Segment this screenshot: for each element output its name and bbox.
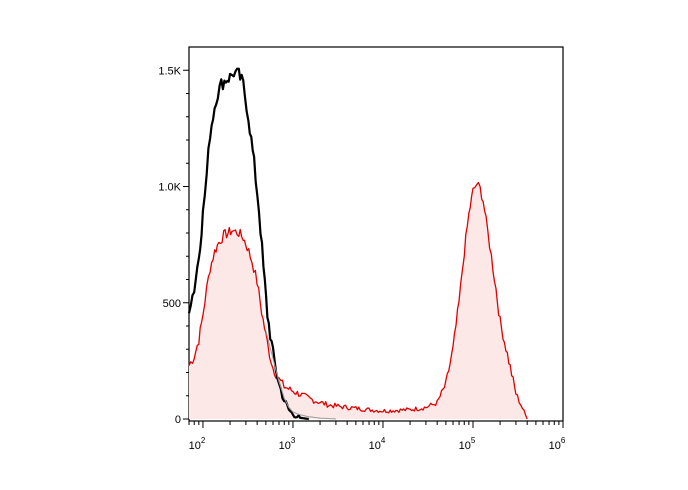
- series-2-line: [265, 330, 336, 420]
- x-tick-label: 103: [279, 436, 296, 452]
- x-tick-label: 106: [549, 436, 566, 452]
- x-axis: 102 103 104 105 106: [188, 421, 566, 452]
- series-1-line: [187, 67, 309, 421]
- y-tick-label: 0: [175, 414, 181, 426]
- x-tick-label: 104: [369, 436, 386, 452]
- series-layer: [187, 67, 528, 421]
- y-tick-label: 1.0K: [158, 182, 181, 194]
- y-tick-label: 1.5K: [158, 65, 181, 77]
- series-0-fill: [189, 182, 528, 419]
- plot-frame: [188, 46, 564, 422]
- y-tick-label: 500: [163, 298, 181, 310]
- x-tick-label: 102: [189, 436, 206, 452]
- series-0-line: [188, 181, 528, 420]
- x-tick-label: 105: [459, 436, 476, 452]
- y-axis: 0 500 1.0K 1.5K: [158, 65, 189, 426]
